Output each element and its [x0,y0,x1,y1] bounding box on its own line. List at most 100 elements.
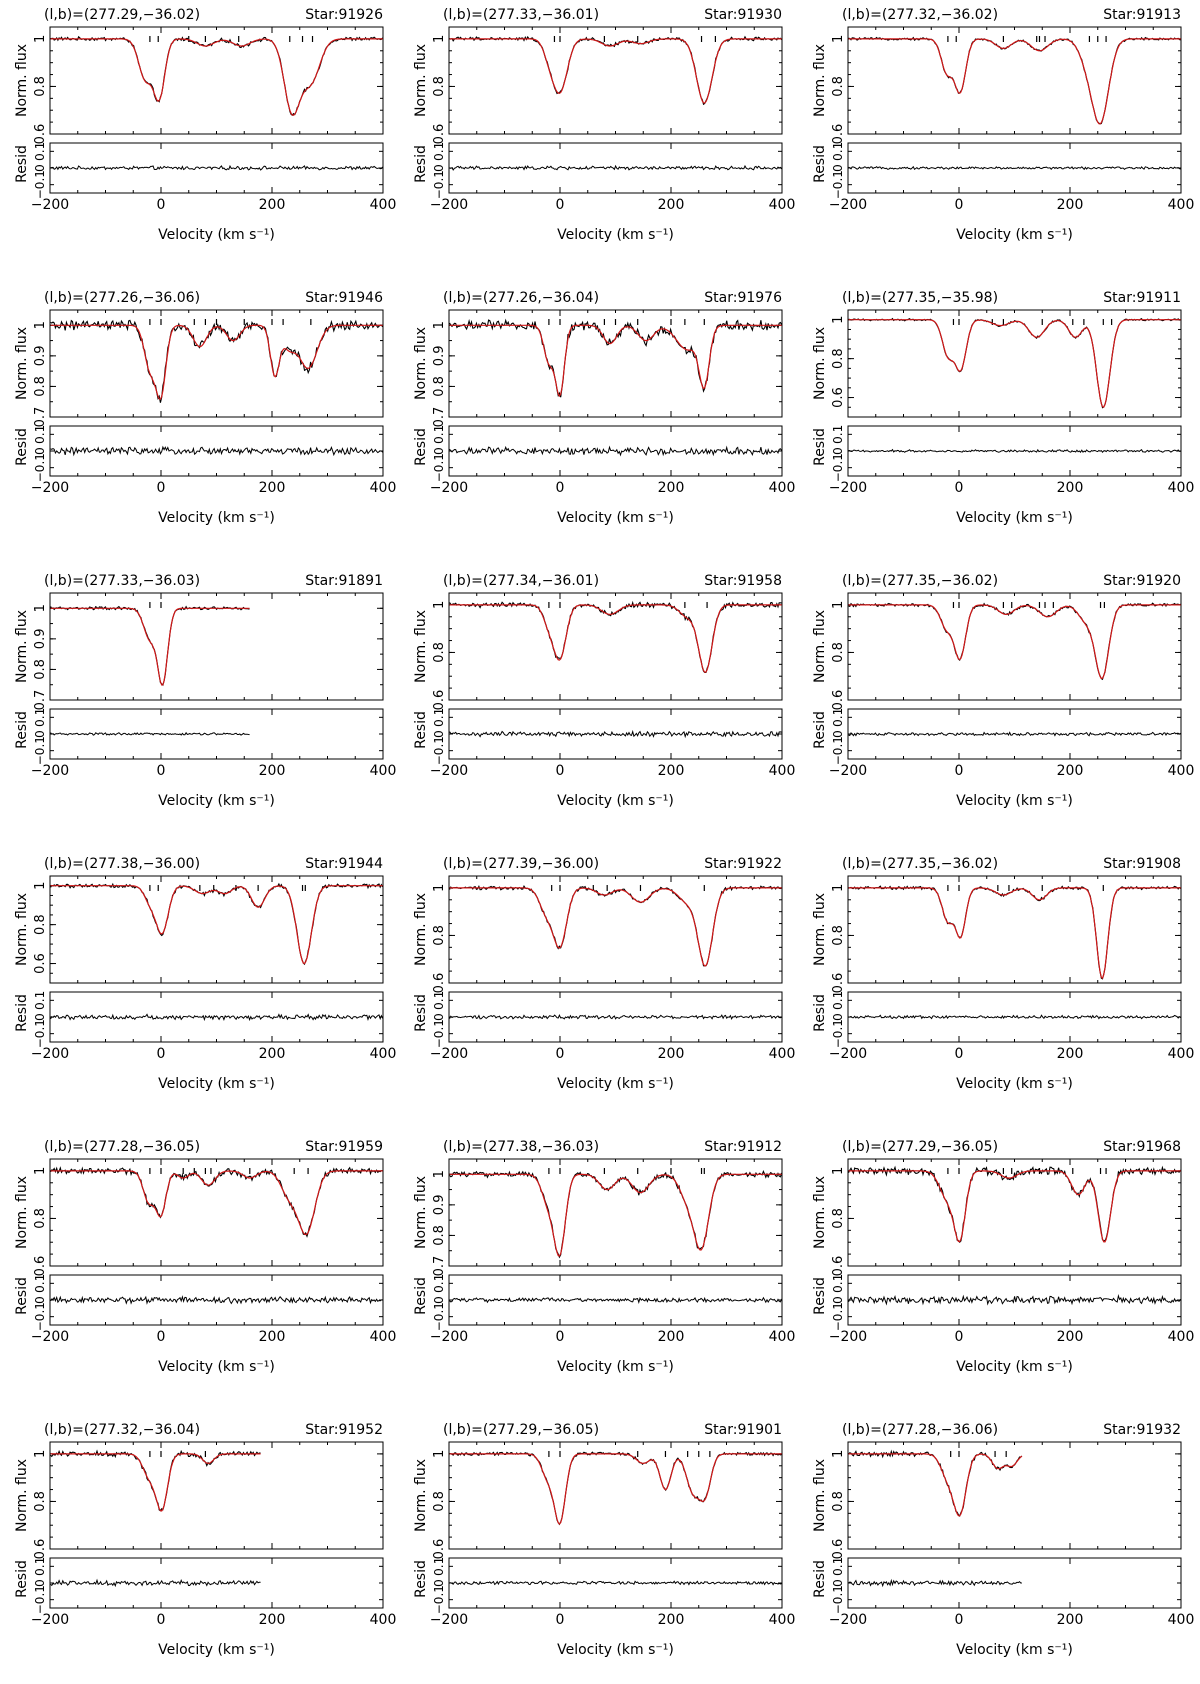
x-axis-label: Velocity (km s⁻¹) [158,1642,275,1658]
flux-ytick-label: 0.6 [432,973,447,994]
spectrum-panel: (l,b)=(277.33,−36.03) Star:91891 0.7 0.8 0.9… [14,573,396,809]
spectrum-panel: (l,b)=(277.26,−36.06) Star:91946 0.7 0.8 0.9… [14,290,396,526]
flux-ytick-label: 0.8 [432,1491,447,1512]
spectrum-panel: (l,b)=(277.29,−36.02) Star:91926 0.6 0.8 1 −0… [14,7,396,243]
resid-ytick-label: −0.1 [432,1302,446,1331]
y-axis-label: Norm. flux [14,1459,30,1532]
residuals [449,1580,782,1586]
flux-ytick-label: 0.8 [432,376,447,397]
flux-axes-frame [448,1441,783,1550]
xtick-label: 400 [370,1329,397,1345]
resid-ytick-label: −0.1 [432,170,446,199]
flux-ytick-label: 1 [432,1450,447,1458]
flux-ytick-label: 1 [33,882,48,890]
xtick-label: 200 [259,1329,286,1345]
observed-spectrum [848,602,1181,681]
xtick-label: 400 [769,1612,796,1628]
panel-coordinates: (l,b)=(277.26,−36.04) [443,290,599,306]
x-axis-label: Velocity (km s⁻¹) [956,227,1073,243]
x-axis-label: Velocity (km s⁻¹) [158,1359,275,1375]
spectrum-panel: (l,b)=(277.26,−36.04) Star:91976 0.7 0.8 0.9… [413,290,795,526]
resid-axis-label: Resid [413,1560,429,1598]
resid-ytick-label: 0.1 [831,991,845,1010]
flux-ytick-label: 1 [432,321,447,329]
model-fit [449,1173,782,1257]
resid-ytick-label: −0.1 [432,453,446,482]
resid-axis-label: Resid [413,145,429,183]
panel-coordinates: (l,b)=(277.33,−36.03) [44,573,200,589]
panel-star-id: Star:91922 [704,856,782,872]
flux-ytick-label: 0.9 [432,346,447,367]
panel-star-id: Star:91908 [1103,856,1181,872]
model-fit [848,38,1181,125]
flux-ytick-label: 0.9 [33,346,48,367]
resid-axes-frame [49,708,384,760]
flux-ytick-label: 0.9 [33,629,48,650]
xtick-label: −200 [430,1612,468,1628]
model-fit [848,319,1181,408]
observed-spectrum [50,35,384,116]
y-axis-label: Norm. flux [14,893,30,966]
xtick-label: −200 [31,1046,69,1062]
y-axis-label: Norm. flux [812,327,828,400]
resid-ytick-label: −0.1 [432,736,446,765]
model-fit [449,604,782,673]
xtick-label: 0 [556,197,565,213]
x-axis-label: Velocity (km s⁻¹) [956,510,1073,526]
flux-ytick-label: 0.6 [33,1539,48,1560]
residuals [50,731,250,736]
resid-axis-label: Resid [413,1277,429,1315]
spectrum-panel: (l,b)=(277.35,−36.02) Star:91908 0.6 0.8 1 −0… [812,856,1194,1092]
flux-ytick-label: 0.7 [432,407,447,428]
panel-coordinates: (l,b)=(277.29,−36.02) [44,7,200,23]
resid-ytick-label: 0.1 [33,991,47,1010]
resid-ytick-label: −0.1 [33,1302,47,1331]
panel-star-id: Star:91926 [305,7,383,23]
resid-ytick-label: 0 [432,1013,446,1021]
panel-star-id: Star:91913 [1103,7,1181,23]
xtick-label: 200 [1057,1329,1084,1345]
residuals [449,1296,783,1305]
resid-ytick-label: 0.1 [831,1557,845,1576]
panel-star-id: Star:91958 [704,573,782,589]
flux-ytick-label: 0.8 [33,376,48,397]
y-axis-label: Norm. flux [413,327,429,400]
y-axis-label: Norm. flux [812,1176,828,1249]
residuals [50,1295,383,1305]
flux-ytick-label: 1 [831,35,846,43]
resid-ytick-label: −0.1 [831,1585,845,1614]
x-axis-label: Velocity (km s⁻¹) [956,1359,1073,1375]
flux-ytick-label: 0.8 [831,76,846,97]
xtick-label: 0 [955,480,964,496]
residuals [50,1578,261,1588]
resid-ytick-label: 0.1 [831,1274,845,1293]
y-axis-label: Norm. flux [812,610,828,683]
model-fit [50,38,383,116]
model-fit [50,885,383,965]
xtick-label: 0 [157,1329,166,1345]
x-axis-label: Velocity (km s⁻¹) [956,1642,1073,1658]
resid-ytick-label: 0 [432,164,446,172]
resid-ytick-label: 0 [33,447,47,455]
panel-star-id: Star:91920 [1103,573,1181,589]
panel-coordinates: (l,b)=(277.38,−36.03) [443,1139,599,1155]
resid-axis-label: Resid [14,994,30,1032]
xtick-label: 0 [556,1612,565,1628]
x-axis-label: Velocity (km s⁻¹) [956,793,1073,809]
xtick-label: −200 [430,1046,468,1062]
residuals [848,1293,1182,1306]
panel-star-id: Star:91930 [704,7,782,23]
resid-axis-label: Resid [413,711,429,749]
xtick-label: 200 [1057,1612,1084,1628]
xtick-label: 200 [259,1046,286,1062]
resid-ytick-label: 0.1 [831,425,845,444]
x-axis-label: Velocity (km s⁻¹) [158,793,275,809]
flux-ytick-label: 0.6 [831,973,846,994]
residuals [50,445,384,457]
flux-ytick-label: 0.8 [432,1225,447,1246]
resid-ytick-label: −0.1 [33,1019,47,1048]
xtick-label: −200 [829,1612,867,1628]
resid-ytick-label: 0.1 [33,142,47,161]
resid-ytick-label: 0 [831,1013,845,1021]
flux-ytick-label: 1 [831,1450,846,1458]
